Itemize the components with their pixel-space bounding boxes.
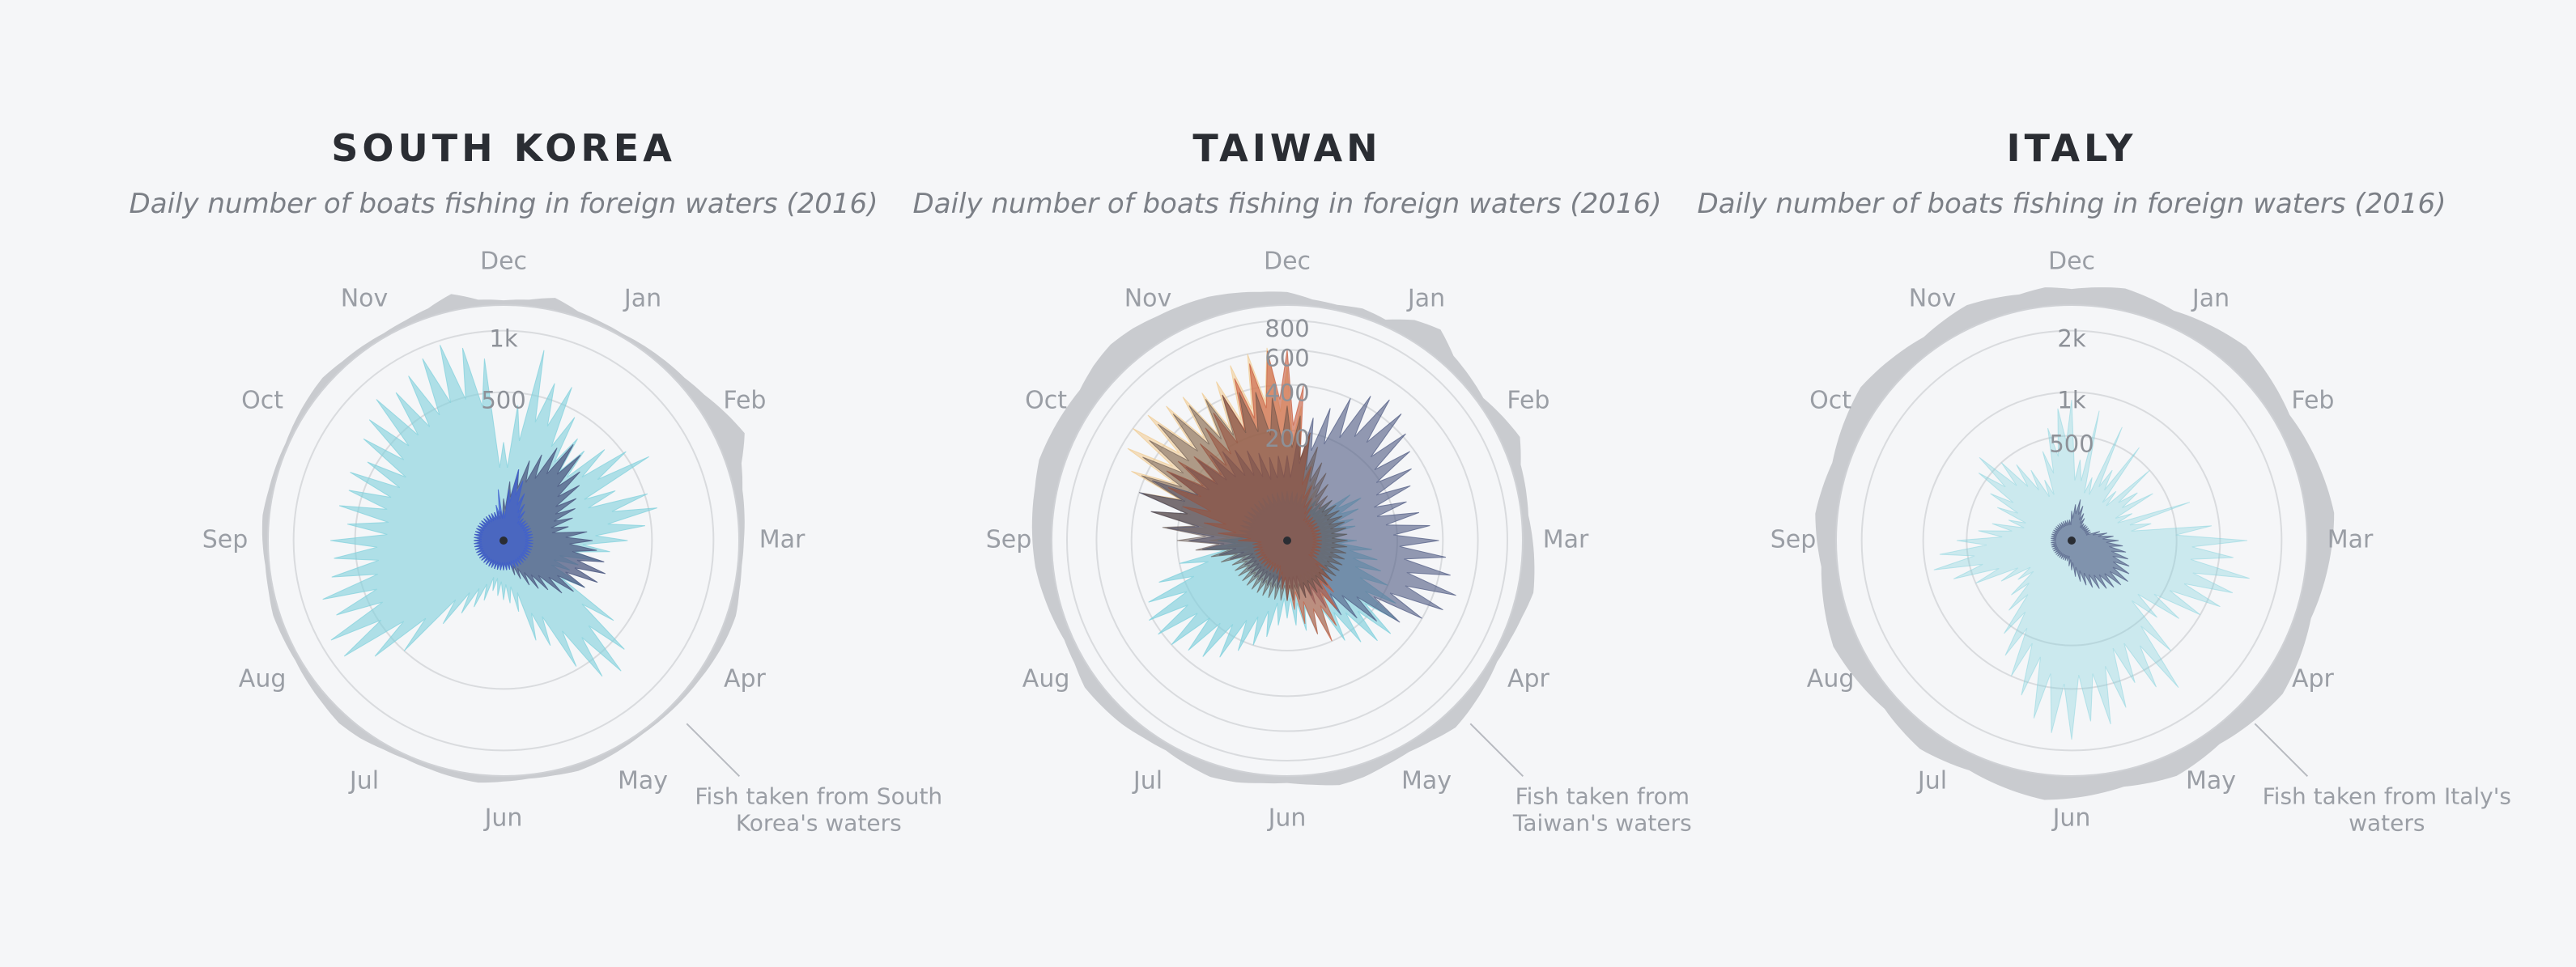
month-label-nov: Nov [1909, 285, 1957, 313]
month-label-feb: Feb [723, 387, 766, 415]
chart-subtitle: Daily number of boats fishing in foreign… [1697, 188, 2446, 220]
month-label-mar: Mar [759, 526, 806, 554]
month-label-jan: Jan [1406, 285, 1445, 313]
chart-panel-italy: ITALY Daily number of boats fishing in f… [1667, 0, 2511, 967]
month-label-aug: Aug [1022, 665, 1070, 693]
month-label-dec: Dec [480, 248, 527, 276]
center-point [499, 537, 508, 545]
chart-title: TAIWAN [1192, 126, 1382, 170]
chart-panel-south-korea: SOUTH KOREA Daily number of boats fishin… [99, 0, 943, 967]
month-label-sep: Sep [1770, 526, 1817, 554]
series-area-dark [1141, 392, 1348, 601]
series-area-blue [474, 469, 533, 570]
annotation-text: Taiwan's waters [1512, 809, 1692, 836]
month-label-jun: Jun [483, 804, 523, 833]
month-label-nov: Nov [1124, 285, 1172, 313]
month-label-feb: Feb [2291, 387, 2334, 415]
month-label-apr: Apr [1507, 665, 1550, 693]
month-label-mar: Mar [2327, 526, 2374, 554]
annotation-text: Fish taken from South [695, 783, 942, 809]
chart-subtitle: Daily number of boats fishing in foreign… [129, 188, 878, 220]
month-label-sep: Sep [202, 526, 249, 554]
ring-label: 1k [2057, 387, 2085, 414]
month-label-sep: Sep [986, 526, 1032, 554]
chart-title: SOUTH KOREA [331, 126, 676, 170]
month-label-may: May [618, 766, 668, 795]
chart-title: ITALY [2006, 126, 2137, 170]
month-label-jul: Jul [348, 766, 379, 795]
month-label-jan: Jan [623, 285, 661, 313]
annotation-text: Fish taken from Italy's [2263, 783, 2511, 809]
month-label-nov: Nov [341, 285, 389, 313]
annotation-text: waters [2349, 809, 2425, 836]
center-point [1283, 537, 1291, 545]
month-label-jul: Jul [1916, 766, 1947, 795]
ring-label: 500 [481, 387, 525, 414]
month-label-jul: Jul [1132, 766, 1163, 795]
month-label-apr: Apr [2292, 665, 2335, 693]
annotation-leader-line [2254, 723, 2309, 778]
month-label-may: May [1401, 766, 1452, 795]
month-label-oct: Oct [241, 387, 283, 415]
annotation-text: Fish taken from [1515, 783, 1690, 809]
month-label-may: May [2186, 766, 2236, 795]
month-label-oct: Oct [1025, 387, 1067, 415]
ring-label: 1k [489, 325, 517, 353]
annotation-text: Korea's waters [736, 809, 902, 836]
radial-chart-south-korea: 500 1k Dec Jan Feb Mar Apr May Jun Jul Aug Sep Oct No… [202, 248, 942, 837]
grid-ring [292, 329, 715, 752]
month-label-jan: Jan [2191, 285, 2230, 313]
grid-ring [1922, 391, 2221, 690]
ring-label: 500 [2049, 430, 2094, 457]
month-label-dec: Dec [1264, 248, 1311, 276]
grid-ring [1860, 329, 2283, 752]
month-label-jun: Jun [2051, 804, 2091, 833]
month-label-jun: Jun [1267, 804, 1307, 833]
center-point [2068, 537, 2076, 545]
ring-label: 800 [1265, 315, 1309, 342]
series-area-teal [322, 345, 657, 677]
annotation-leader-line [1469, 723, 1524, 778]
chart-panel-taiwan: TAIWAN Daily number of boats fishing in … [882, 0, 1692, 967]
chart-subtitle: Daily number of boats fishing in foreign… [912, 188, 1662, 220]
ring-label: 400 [1265, 380, 1309, 407]
month-label-mar: Mar [1543, 526, 1589, 554]
grid-ring [1066, 320, 1508, 761]
ring-label: 600 [1265, 344, 1309, 371]
series-area-navy [2051, 499, 2130, 589]
radial-chart-italy: 500 1k 2k Dec Jan Feb Mar Apr May Jun Jul Aug Sep Oct… [1770, 248, 2511, 837]
month-label-aug: Aug [239, 665, 287, 693]
ring-label: 200 [1265, 425, 1309, 452]
month-label-aug: Aug [1807, 665, 1855, 693]
grid-ring [1966, 435, 2178, 647]
month-label-apr: Apr [724, 665, 767, 693]
annotation-leader-line [686, 723, 741, 778]
month-label-oct: Oct [1809, 387, 1851, 415]
month-label-feb: Feb [1507, 387, 1549, 415]
ring-label: 2k [2057, 325, 2085, 353]
month-label-dec: Dec [2048, 248, 2095, 276]
